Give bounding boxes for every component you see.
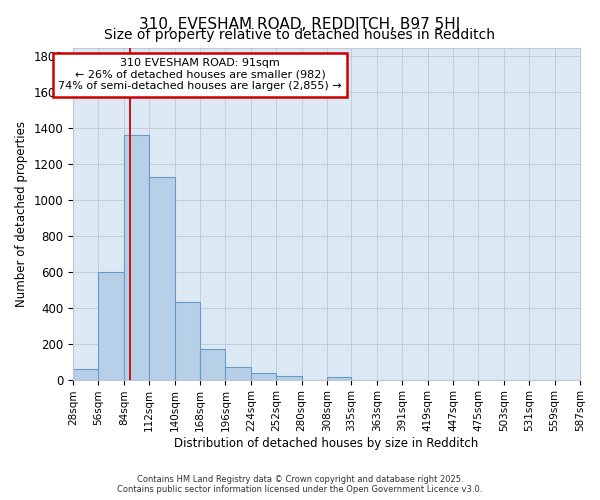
Bar: [124, 136, 149, 380]
Text: Size of property relative to detached houses in Redditch: Size of property relative to detached ho…: [104, 28, 496, 42]
Text: 310, EVESHAM ROAD, REDDITCH, B97 5HJ: 310, EVESHAM ROAD, REDDITCH, B97 5HJ: [139, 18, 461, 32]
Bar: [327, 377, 352, 380]
Bar: [251, 374, 276, 380]
Bar: [98, 272, 124, 380]
X-axis label: Distribution of detached houses by size in Redditch: Distribution of detached houses by size …: [175, 437, 479, 450]
Bar: [226, 367, 251, 380]
Bar: [276, 376, 302, 380]
Text: Contains HM Land Registry data © Crown copyright and database right 2025.
Contai: Contains HM Land Registry data © Crown c…: [118, 474, 482, 494]
Bar: [175, 302, 200, 380]
Y-axis label: Number of detached properties: Number of detached properties: [15, 120, 28, 306]
Bar: [149, 176, 175, 380]
Bar: [200, 349, 226, 380]
Bar: [73, 369, 98, 380]
Text: 310 EVESHAM ROAD: 91sqm
← 26% of detached houses are smaller (982)
74% of semi-d: 310 EVESHAM ROAD: 91sqm ← 26% of detache…: [58, 58, 342, 92]
